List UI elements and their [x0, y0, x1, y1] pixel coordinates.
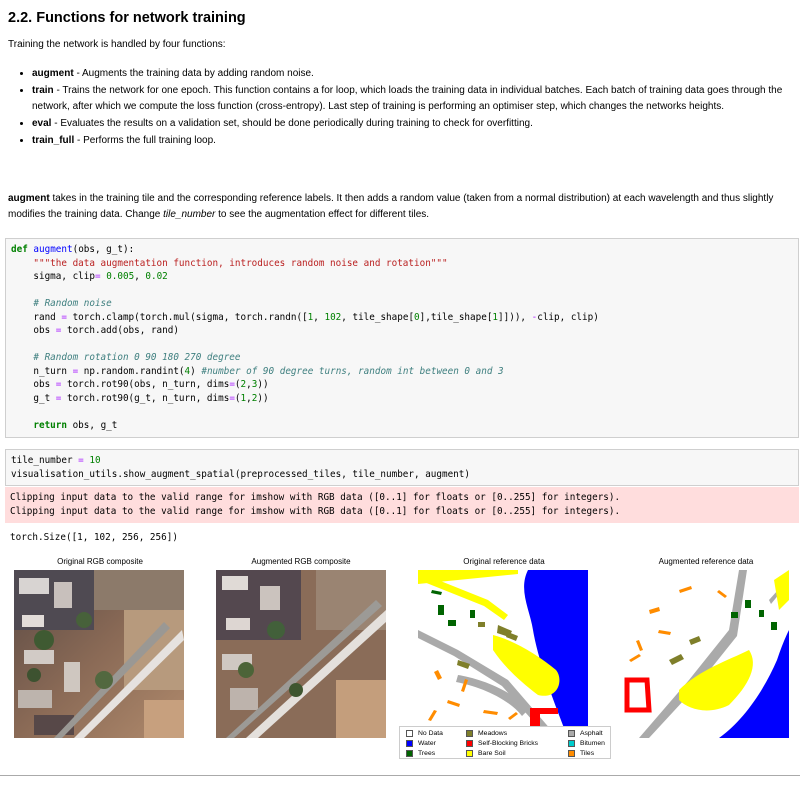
- augmented-reference-map: [619, 570, 789, 738]
- warning-line: Clipping input data to the valid range f…: [10, 492, 621, 503]
- function-name: train_full: [32, 135, 75, 146]
- code-line: rand = torch.clamp(torch.mul(sigma, torc…: [11, 311, 599, 323]
- stderr-output: Clipping input data to the valid range f…: [5, 487, 799, 523]
- legend-label: Asphalt: [580, 730, 603, 737]
- legend-item: Asphalt: [568, 729, 603, 739]
- legend-swatch: [466, 749, 473, 757]
- code-line: obs = torch.rot90(obs, n_turn, dims=(2,3…: [11, 379, 269, 390]
- legend-swatch: [406, 739, 413, 747]
- legend-item: No Data: [406, 729, 443, 739]
- code-line: """the data augmentation function, intro…: [33, 257, 448, 269]
- legend-label: Water: [418, 740, 436, 747]
- legend-label: Self-Blocking Bricks: [478, 740, 539, 747]
- augment-keyword: augment: [8, 193, 50, 204]
- legend-swatch: [466, 729, 473, 737]
- stdout-output: torch.Size([1, 102, 256, 256]): [10, 532, 178, 543]
- section-heading: 2.2. Functions for network training: [8, 10, 246, 26]
- panel-title: Augmented RGB composite: [251, 557, 351, 566]
- legend-swatch: [568, 739, 575, 747]
- list-item: augment - Augments the training data by …: [32, 66, 800, 82]
- legend-label: Bitumen: [580, 740, 605, 747]
- code-line: n_turn = np.random.randint(4) #number of…: [11, 365, 504, 377]
- code-line: # Random rotation 0 90 180 270 degree: [33, 352, 241, 363]
- legend-label: Bare Soil: [478, 750, 506, 757]
- legend-item: Tiles: [568, 749, 594, 759]
- augment-description: augment takes in the training tile and t…: [8, 191, 790, 223]
- cell-divider: [0, 775, 800, 776]
- code-input[interactable]: def augment(obs, g_t): """the data augme…: [6, 239, 798, 436]
- legend-item: Water: [406, 739, 436, 749]
- legend-item: Bare Soil: [466, 749, 506, 759]
- code-line: g_t = torch.rot90(g_t, n_turn, dims=(1,2…: [11, 392, 269, 404]
- code-line: obs = torch.add(obs, rand): [11, 325, 179, 336]
- intro-text: Training the network is handled by four …: [8, 39, 226, 50]
- function-description: - Trains the network for one epoch. This…: [32, 85, 783, 112]
- legend-swatch: [568, 729, 575, 737]
- legend-swatch: [406, 749, 413, 757]
- function-description: - Evaluates the results on a validation …: [51, 118, 533, 129]
- legend-label: No Data: [418, 730, 443, 737]
- function-name: train: [32, 85, 54, 96]
- list-item: train - Trains the network for one epoch…: [32, 83, 800, 115]
- paragraph-text: takes in the training tile and the corre…: [8, 193, 774, 220]
- function-name: eval: [32, 118, 52, 129]
- panel-title: Original RGB composite: [57, 557, 143, 566]
- code-line: visualisation_utils.show_augment_spatial…: [11, 468, 470, 480]
- function-description: - Augments the training data by adding r…: [73, 68, 314, 79]
- original-rgb-image: [14, 570, 184, 738]
- original-reference-map: [418, 570, 588, 738]
- legend-swatch: [466, 739, 473, 747]
- panel-title: Original reference data: [463, 557, 545, 566]
- code-cell-augment[interactable]: def augment(obs, g_t): """the data augme…: [5, 238, 799, 438]
- panel-original-rgb: Original RGB composite: [10, 556, 190, 570]
- panel-title: Augmented reference data: [658, 557, 754, 566]
- function-list: augment - Augments the training data by …: [18, 66, 800, 150]
- paragraph-text: to see the augmentation effect for diffe…: [215, 209, 430, 220]
- code-line: tile_number = 10: [11, 455, 101, 466]
- legend-item: Bitumen: [568, 739, 605, 749]
- list-item: eval - Evaluates the results on a valida…: [32, 116, 800, 132]
- code-line: return obs, g_t: [33, 419, 118, 431]
- legend-label: Meadows: [478, 730, 508, 737]
- code-line: def augment(obs, g_t):: [11, 244, 135, 255]
- code-line: # Random noise: [33, 298, 112, 309]
- variable-name: tile_number: [163, 209, 216, 220]
- legend-label: Tiles: [580, 750, 595, 757]
- panel-augmented-rgb: Augmented RGB composite: [211, 556, 391, 570]
- code-line: sigma, clip= 0.005, 0.02: [11, 271, 168, 282]
- class-legend: No Data Water Trees Meadows Self-Blockin…: [399, 726, 611, 759]
- warning-line: Clipping input data to the valid range f…: [10, 505, 621, 517]
- function-name: augment: [32, 68, 74, 79]
- code-input[interactable]: tile_number = 10 visualisation_utils.sho…: [6, 450, 798, 485]
- list-item: train_full - Performs the full training …: [32, 133, 800, 149]
- legend-swatch: [568, 749, 575, 757]
- legend-item: Self-Blocking Bricks: [466, 739, 538, 749]
- panel-original-reference: Original reference data: [414, 556, 594, 570]
- legend-item: Trees: [406, 749, 435, 759]
- panel-augmented-reference: Augmented reference data: [616, 556, 796, 570]
- code-cell-visualise[interactable]: tile_number = 10 visualisation_utils.sho…: [5, 449, 799, 486]
- legend-label: Trees: [418, 750, 436, 757]
- legend-item: Meadows: [466, 729, 507, 739]
- augmented-rgb-image: [216, 570, 386, 738]
- legend-swatch: [406, 729, 413, 737]
- function-description: - Performs the full training loop.: [74, 135, 216, 146]
